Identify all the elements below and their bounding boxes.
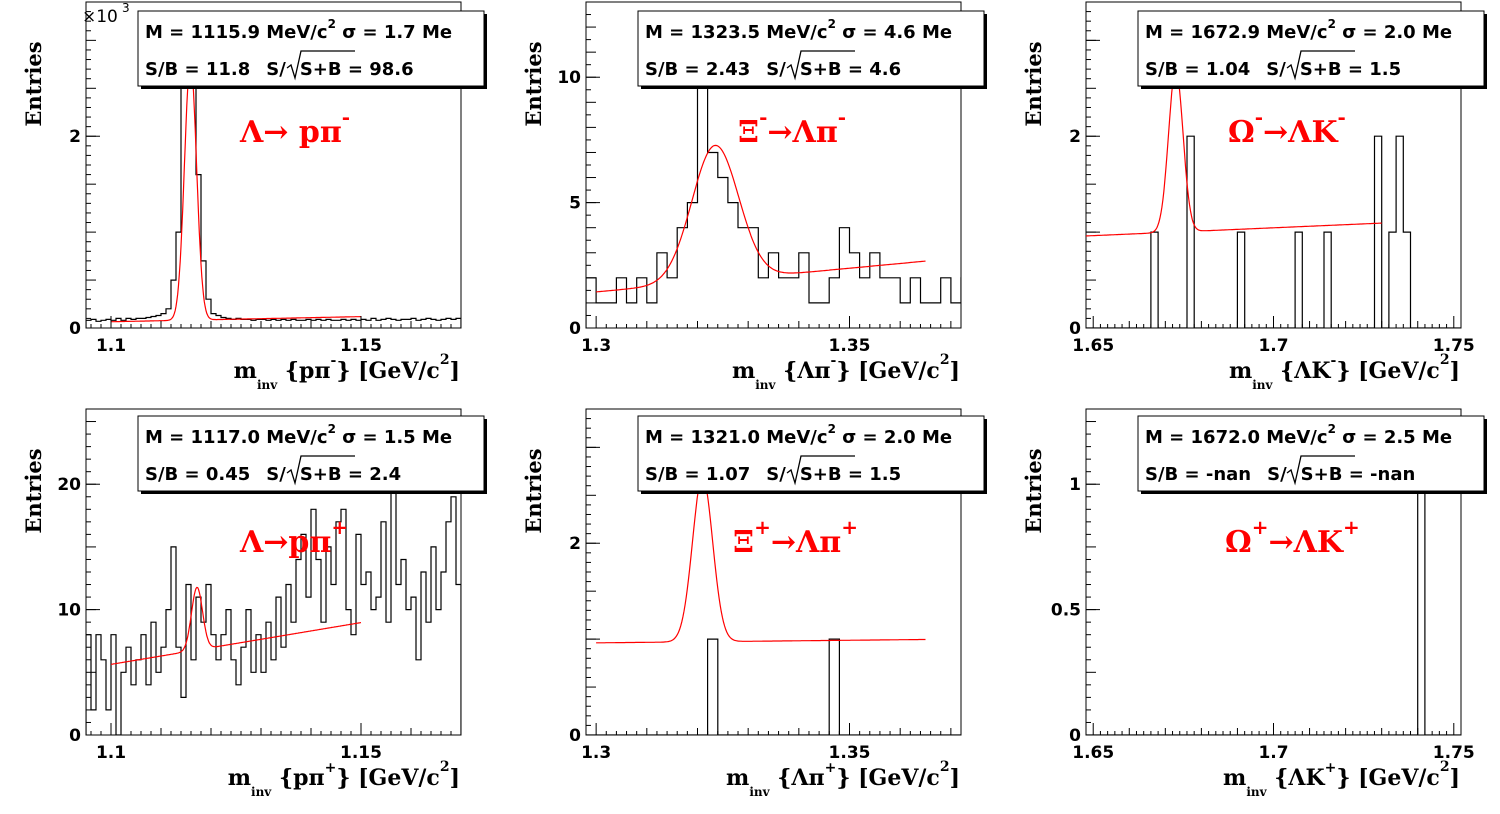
x-axis-label: minv {pπ+} [GeV/c2] <box>228 759 460 799</box>
sqrt-sign <box>786 50 855 81</box>
fit-curve <box>1086 68 1382 237</box>
y-multiplier: ×10 <box>82 7 118 27</box>
y-tick-label: 5 <box>569 194 581 214</box>
y-axis-label: Entries <box>521 448 546 533</box>
y-tick-label: 0 <box>69 726 81 746</box>
stats-significance: S/B = -nan S/S+B = -nan <box>1145 464 1415 485</box>
histogram-panel-3: 1.65 1.7 1.75 0 2 Entries minv {ΛK-} [GeV/c2] M… <box>1021 1 1487 392</box>
histogram-panel-4: 1.1 1.15 0 10 20 Entries minv {pπ+} [GeV/c2] M … <box>21 408 487 799</box>
sqrt-sign <box>286 50 355 81</box>
y-tick-label: 10 <box>557 68 581 88</box>
histogram-panel-6: 1.65 1.7 1.75 0 0.5 1 Entries minv {ΛK+} [GeV/c… <box>1021 408 1487 799</box>
histogram-panel-2: 1.3 1.35 0 5 10 Entries minv {Λπ-} [GeV/c2] M =… <box>521 1 987 392</box>
stats-box-frame <box>137 10 485 87</box>
y-tick-label: 0 <box>1069 726 1081 746</box>
x-tick-label: 1.35 <box>829 336 871 356</box>
stats-box: M = 1321.0 MeV/c2 σ = 2.0 Me S/B = 1.07 S/… <box>637 415 987 494</box>
histogram-steps <box>86 39 461 328</box>
y-tick-label: 0 <box>1069 319 1081 339</box>
y-tick-label: 2 <box>69 127 81 147</box>
histogram-panel-1: 1.1 1.15 0 2 ×10 3 Entries minv {pπ-} [GeV/c2] M… <box>21 1 487 392</box>
x-axis-label: minv {ΛK-} [GeV/c2] <box>1229 352 1460 392</box>
histogram-steps <box>1086 135 1461 328</box>
x-tick-label: 1.3 <box>581 336 611 356</box>
sqrt-sign <box>286 455 355 486</box>
x-tick-label: 1.1 <box>96 743 126 763</box>
stats-mass-sigma: M = 1321.0 MeV/c2 σ = 2.0 Me <box>645 422 952 448</box>
y-tick-label: 0 <box>69 319 81 339</box>
y-tick-label: 0 <box>569 319 581 339</box>
x-tick-label: 1.3 <box>581 743 611 763</box>
stats-box: M = 1672.9 MeV/c2 σ = 2.0 Me S/B = 1.04 S/… <box>1137 10 1487 89</box>
x-tick-label: 1.1 <box>96 336 126 356</box>
stats-mass-sigma: M = 1672.0 MeV/c2 σ = 2.5 Me <box>1145 422 1452 448</box>
histogram-steps <box>586 638 961 735</box>
x-tick-label: 1.65 <box>1072 336 1114 356</box>
y-multiplier-exponent: 3 <box>122 1 130 15</box>
y-axis-label: Entries <box>521 41 546 126</box>
histogram-steps <box>586 76 961 328</box>
stats-box-frame <box>637 10 985 87</box>
stats-mass-sigma: M = 1117.0 MeV/c2 σ = 1.5 Me <box>145 422 452 448</box>
sqrt-sign <box>1286 50 1355 81</box>
x-tick-label: 1.35 <box>829 743 871 763</box>
stats-significance: S/B = 0.45 S/S+B = 2.4 <box>145 464 401 485</box>
fit-curve <box>110 586 362 665</box>
y-tick-label: 2 <box>1069 127 1081 147</box>
y-axis-label: Entries <box>1021 41 1046 126</box>
y-tick-label: 2 <box>569 534 581 554</box>
y-tick-label: 10 <box>57 601 81 621</box>
decay-label: Λ→ pπ- <box>239 105 350 150</box>
x-axis-label: minv {ΛK+} [GeV/c2] <box>1223 759 1460 799</box>
x-tick-label: 1.75 <box>1433 743 1475 763</box>
sqrt-sign <box>1286 455 1355 486</box>
stats-box-frame <box>1137 10 1485 87</box>
x-axis-label: minv {Λπ+} [GeV/c2] <box>726 759 960 799</box>
stats-box: M = 1115.9 MeV/c2 σ = 1.7 Me S/B = 11.8 S/… <box>137 10 487 89</box>
fit-curve <box>596 144 926 293</box>
y-axis-label: Entries <box>21 41 46 126</box>
histogram-panel-5: 1.3 1.35 0 2 Entries minv {Λπ+} [GeV/c2] M = 1… <box>521 408 987 799</box>
stats-box-frame <box>1137 415 1485 492</box>
stats-box-frame <box>137 415 485 492</box>
fit-curve <box>596 475 926 644</box>
stats-significance: S/B = 1.04 S/S+B = 1.5 <box>1145 59 1401 80</box>
fit-curve <box>111 60 361 323</box>
decay-label: Ξ+→Λπ+ <box>733 515 858 560</box>
stats-significance: S/B = 2.43 S/S+B = 4.6 <box>645 59 901 80</box>
stats-mass-sigma: M = 1115.9 MeV/c2 σ = 1.7 Me <box>145 17 452 43</box>
x-tick-label: 1.7 <box>1258 336 1288 356</box>
x-tick-label: 1.75 <box>1433 336 1475 356</box>
stats-significance: S/B = 1.07 S/S+B = 1.5 <box>645 464 901 485</box>
x-tick-label: 1.15 <box>340 336 382 356</box>
decay-label: Ω-→ΛK- <box>1228 105 1346 150</box>
x-tick-label: 1.7 <box>1258 743 1288 763</box>
decay-label: Ξ-→Λπ- <box>738 105 846 150</box>
y-tick-label: 1 <box>1069 475 1081 495</box>
decay-label: Ω+→ΛK+ <box>1225 515 1360 560</box>
sqrt-sign <box>786 455 855 486</box>
y-tick-label: 0.5 <box>1051 601 1081 621</box>
histogram-steps <box>1086 483 1461 735</box>
y-axis-label: Entries <box>21 448 46 533</box>
stats-mass-sigma: M = 1672.9 MeV/c2 σ = 2.0 Me <box>1145 17 1452 43</box>
stats-box: M = 1117.0 MeV/c2 σ = 1.5 Me S/B = 0.45 S/… <box>137 415 487 494</box>
histogram-steps <box>86 483 461 735</box>
x-tick-label: 1.15 <box>340 743 382 763</box>
stats-box: M = 1672.0 MeV/c2 σ = 2.5 Me S/B = -nan S/… <box>1137 415 1487 494</box>
decay-label: Λ→pπ+ <box>239 515 348 560</box>
stats-mass-sigma: M = 1323.5 MeV/c2 σ = 4.6 Me <box>645 17 952 43</box>
stats-significance: S/B = 11.8 S/S+B = 98.6 <box>145 59 414 80</box>
x-tick-label: 1.65 <box>1072 743 1114 763</box>
y-axis-label: Entries <box>1021 448 1046 533</box>
stats-box: M = 1323.5 MeV/c2 σ = 4.6 Me S/B = 2.43 S/… <box>637 10 987 89</box>
x-axis-label: minv {pπ-} [GeV/c2] <box>234 352 460 392</box>
x-axis-label: minv {Λπ-} [GeV/c2] <box>732 352 960 392</box>
y-tick-label: 0 <box>569 726 581 746</box>
y-tick-label: 20 <box>57 475 81 495</box>
stats-box-frame <box>637 415 985 492</box>
